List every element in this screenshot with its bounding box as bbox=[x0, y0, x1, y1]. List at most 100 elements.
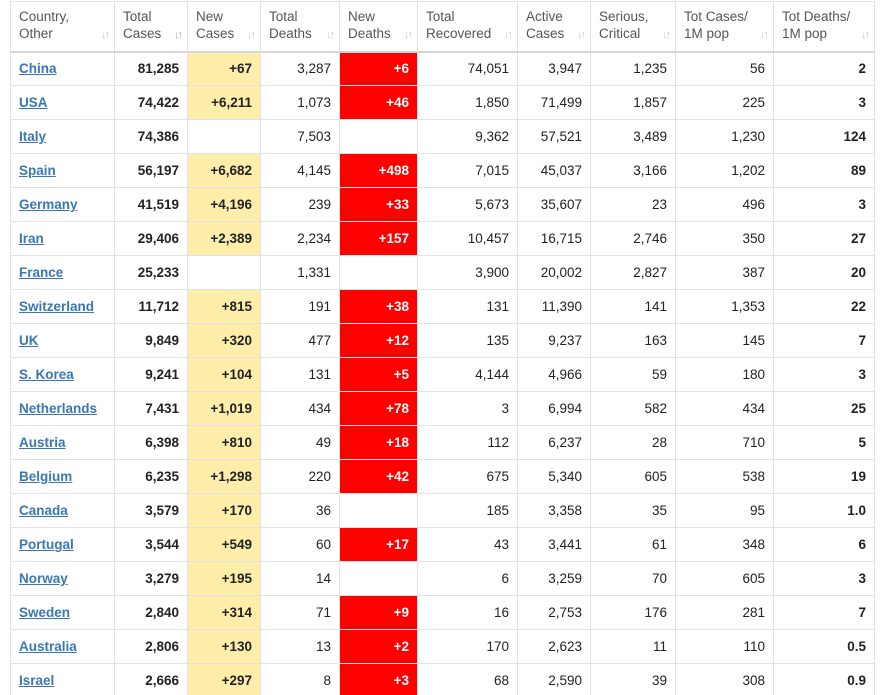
column-header-new-deaths[interactable]: New Deaths ↓↑ bbox=[339, 1, 418, 52]
country-link[interactable]: Spain bbox=[19, 163, 56, 178]
sort-arrows-icon[interactable]: ↓↑ bbox=[247, 28, 256, 41]
total-cases-cell: 29,406 bbox=[114, 221, 188, 256]
country-cell: UK bbox=[10, 323, 115, 358]
sort-arrows-icon[interactable]: ↓↑ bbox=[404, 28, 413, 41]
sort-arrows-icon[interactable]: ↓↑ bbox=[326, 28, 335, 41]
serious-critical-cell: 176 bbox=[590, 595, 676, 630]
tot-deaths-1m-cell: 0.5 bbox=[773, 629, 875, 664]
total-cases-cell: 74,422 bbox=[114, 85, 188, 120]
serious-critical-cell: 28 bbox=[590, 425, 676, 460]
table-row: Spain 56,197 +6,682 4,145 +498 7,015 45,037 3,1… bbox=[10, 153, 875, 188]
total-cases-cell: 3,279 bbox=[114, 561, 188, 596]
total-deaths-cell: 131 bbox=[260, 357, 340, 392]
country-link[interactable]: Austria bbox=[19, 435, 66, 450]
country-cell: Norway bbox=[10, 561, 115, 596]
country-link[interactable]: S. Korea bbox=[19, 367, 74, 382]
serious-critical-cell: 39 bbox=[590, 663, 676, 695]
column-header-serious-critical[interactable]: Serious, Critical ↓↑ bbox=[590, 1, 676, 52]
sort-arrows-icon[interactable]: ↓↑ bbox=[577, 28, 586, 41]
country-link[interactable]: Iran bbox=[19, 231, 44, 246]
country-link[interactable]: Israel bbox=[19, 673, 55, 688]
tot-deaths-1m-cell: 7 bbox=[773, 323, 875, 358]
column-header-total-deaths[interactable]: Total Deaths ↓↑ bbox=[260, 1, 340, 52]
serious-critical-cell: 3,489 bbox=[590, 119, 676, 154]
new-cases-cell: +104 bbox=[187, 357, 261, 392]
country-link[interactable]: China bbox=[19, 61, 57, 77]
column-header-new-cases[interactable]: New Cases ↓↑ bbox=[187, 1, 261, 52]
new-cases-cell: +815 bbox=[187, 289, 261, 324]
country-link[interactable]: Canada bbox=[19, 503, 68, 518]
active-cases-cell: 57,521 bbox=[517, 119, 591, 154]
country-link[interactable]: Belgium bbox=[19, 469, 73, 484]
column-header-country[interactable]: Country, Other ↓↑ bbox=[10, 1, 115, 52]
serious-critical-cell: 605 bbox=[590, 459, 676, 494]
sort-arrows-icon[interactable]: ↓↑ bbox=[174, 28, 183, 41]
total-deaths-cell: 239 bbox=[260, 187, 340, 222]
tot-deaths-1m-cell: 124 bbox=[773, 119, 875, 154]
total-cases-cell: 9,241 bbox=[114, 357, 188, 392]
country-cell: Belgium bbox=[10, 459, 115, 494]
country-link[interactable]: Australia bbox=[19, 639, 77, 654]
column-header-tot-cases-1m-pop[interactable]: Tot Cases/1M pop ↓↑ bbox=[675, 1, 774, 52]
total-cases-cell: 6,398 bbox=[114, 425, 188, 460]
country-link[interactable]: Switzerland bbox=[19, 299, 95, 314]
new-deaths-cell: +42 bbox=[339, 459, 418, 494]
header-row: Country, Other ↓↑ Total Cases ↓↑ New Cases ↓↑ Tot… bbox=[10, 1, 875, 52]
column-header-label-line1: Tot Deaths/ bbox=[782, 9, 851, 24]
column-header-total-cases[interactable]: Total Cases ↓↑ bbox=[114, 1, 188, 52]
tot-deaths-1m-cell: 25 bbox=[773, 391, 875, 426]
tot-cases-1m-cell: 538 bbox=[675, 459, 774, 494]
total-recovered-cell: 43 bbox=[417, 527, 518, 562]
column-header-label-line2: Deaths bbox=[348, 26, 391, 41]
column-header-active-cases[interactable]: Active Cases ↓↑ bbox=[517, 1, 591, 52]
new-deaths-cell bbox=[339, 119, 418, 154]
serious-critical-cell: 23 bbox=[590, 187, 676, 222]
total-recovered-cell: 131 bbox=[417, 289, 518, 324]
new-deaths-cell bbox=[339, 255, 418, 290]
country-link[interactable]: Portugal bbox=[19, 537, 74, 552]
new-cases-cell: +67 bbox=[187, 50, 261, 86]
country-link[interactable]: Germany bbox=[19, 197, 78, 212]
table-row: Canada 3,579 +170 36 185 3,358 35 95 1.0 bbox=[10, 493, 875, 528]
sort-arrows-icon[interactable]: ↓↑ bbox=[760, 28, 769, 41]
country-cell: Spain bbox=[10, 153, 115, 188]
country-link[interactable]: UK bbox=[19, 333, 39, 348]
tot-deaths-1m-cell: 20 bbox=[773, 255, 875, 290]
tot-cases-1m-cell: 387 bbox=[675, 255, 774, 290]
sort-arrows-icon[interactable]: ↓↑ bbox=[504, 28, 513, 41]
country-link[interactable]: Sweden bbox=[19, 605, 71, 620]
table-row: Iran 29,406 +2,389 2,234 +157 10,457 16,715 2,7… bbox=[10, 221, 875, 256]
column-header-label-line2: Critical bbox=[599, 26, 641, 41]
active-cases-cell: 9,237 bbox=[517, 323, 591, 358]
total-recovered-cell: 112 bbox=[417, 425, 518, 460]
column-header-total-recovered[interactable]: Total Recovered ↓↑ bbox=[417, 1, 518, 52]
country-cell: Israel bbox=[10, 663, 115, 695]
country-link[interactable]: Norway bbox=[19, 571, 68, 586]
country-link[interactable]: France bbox=[19, 265, 64, 280]
country-cell: Netherlands bbox=[10, 391, 115, 426]
column-header-tot-deaths-1m-pop[interactable]: Tot Deaths/1M pop ↓↑ bbox=[773, 1, 875, 52]
active-cases-cell: 16,715 bbox=[517, 221, 591, 256]
country-cell: Austria bbox=[10, 425, 115, 460]
active-cases-cell: 5,340 bbox=[517, 459, 591, 494]
column-header-label-line1: New bbox=[348, 9, 376, 24]
country-cell: Portugal bbox=[10, 527, 115, 562]
total-recovered-cell: 3 bbox=[417, 391, 518, 426]
serious-critical-cell: 3,166 bbox=[590, 153, 676, 188]
table-body: China 81,285 +67 3,287 +6 74,051 3,947 1,235 56 2… bbox=[10, 50, 875, 695]
table-row: Portugal 3,544 +549 60 +17 43 3,441 61 348 6 bbox=[10, 527, 875, 562]
total-cases-cell: 3,579 bbox=[114, 493, 188, 528]
tot-cases-1m-cell: 308 bbox=[675, 663, 774, 695]
country-link[interactable]: USA bbox=[19, 95, 48, 110]
sort-arrows-icon[interactable]: ↓↑ bbox=[101, 28, 110, 41]
active-cases-cell: 3,358 bbox=[517, 493, 591, 528]
new-cases-cell: +1,298 bbox=[187, 459, 261, 494]
sort-arrows-icon[interactable]: ↓↑ bbox=[662, 28, 671, 41]
sort-arrows-icon[interactable]: ↓↑ bbox=[861, 28, 870, 41]
total-cases-cell: 2,806 bbox=[114, 629, 188, 664]
total-recovered-cell: 9,362 bbox=[417, 119, 518, 154]
total-cases-cell: 25,233 bbox=[114, 255, 188, 290]
country-link[interactable]: Netherlands bbox=[19, 401, 98, 416]
total-cases-cell: 2,666 bbox=[114, 663, 188, 695]
country-link[interactable]: Italy bbox=[19, 129, 47, 144]
